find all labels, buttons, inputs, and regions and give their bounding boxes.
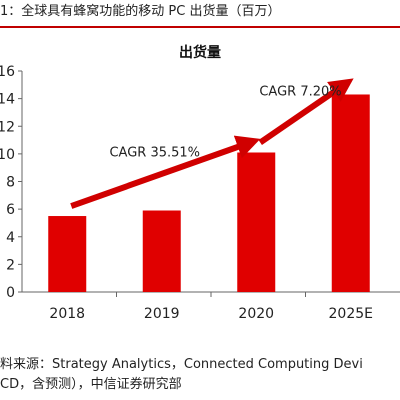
cagr-label: CAGR 7.20%	[259, 84, 341, 99]
cagr-arrow	[258, 78, 354, 145]
title-divider	[0, 26, 400, 28]
y-tick-label: 16	[0, 64, 15, 80]
y-tick-label: 4	[6, 230, 15, 246]
y-tick-label: 0	[6, 285, 15, 301]
y-tick-label: 8	[6, 175, 15, 191]
bar-2018	[48, 216, 87, 292]
source-line-1: 料来源：Strategy Analytics，Connected Computi…	[0, 357, 363, 372]
chart-title: 出货量	[179, 44, 221, 61]
bar-chart: 出货量 0 2 4 6 8 10 12 14 16 2018 2019 2020 2025E CAGR…	[0, 44, 400, 322]
source-note: 料来源：Strategy Analytics，Connected Computi…	[0, 355, 400, 395]
cagr-arrows-group: CAGR 35.51% CAGR 7.20%	[70, 78, 354, 209]
source-line-2: CD，含预测），中信证券研究部	[0, 377, 182, 392]
x-tick-label: 2019	[144, 306, 180, 322]
bars-group: 2018 2019 2020 2025E	[48, 94, 373, 322]
y-tick-label: 10	[0, 147, 15, 163]
bar-2019	[142, 210, 181, 292]
cagr-arrow	[70, 135, 261, 209]
figure-title: 1：全球具有蜂窝功能的移动 PC 出货量（百万）	[0, 4, 281, 19]
cagr-label: CAGR 35.51%	[109, 145, 200, 160]
x-tick-label: 2020	[238, 306, 274, 322]
x-tick-label: 2025E	[329, 306, 373, 322]
y-tick-label: 6	[6, 202, 15, 218]
bar-2025e	[331, 94, 370, 292]
y-tick-label: 14	[0, 92, 15, 108]
x-tick-label: 2018	[49, 306, 85, 322]
y-tick-label: 2	[6, 257, 15, 273]
bar-2020	[237, 152, 276, 292]
y-tick-label: 12	[0, 119, 15, 135]
